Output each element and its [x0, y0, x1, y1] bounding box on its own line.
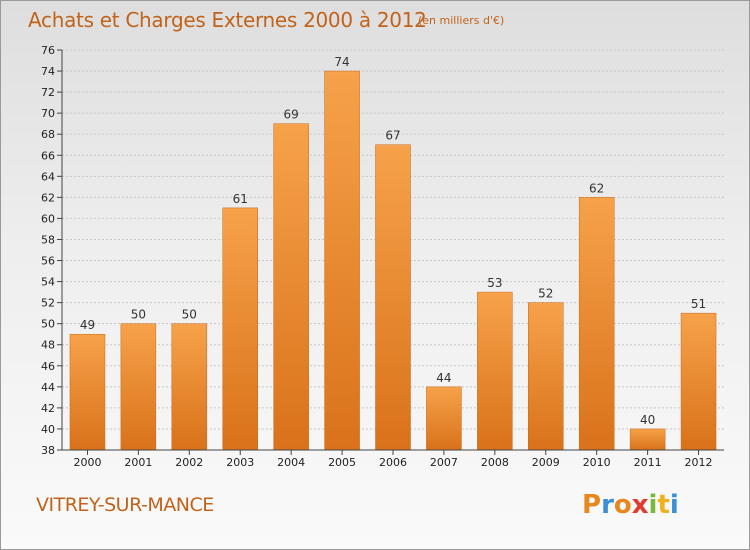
- bar-2000[interactable]: [69, 333, 106, 451]
- logo-letter: t: [657, 490, 670, 520]
- bar-2010[interactable]: [578, 197, 615, 451]
- y-tick-label: 60: [41, 212, 55, 225]
- y-tick-label: 66: [41, 149, 55, 162]
- y-tick-label: 54: [41, 276, 55, 289]
- y-tick-label: 64: [41, 170, 55, 183]
- logo-letter: i: [669, 490, 679, 520]
- y-tick-label: 48: [41, 339, 55, 352]
- x-tick-label-2009: 2009: [532, 456, 560, 469]
- y-tick-label: 42: [41, 402, 55, 415]
- y-tick-label: 56: [41, 255, 55, 268]
- x-tick-label-2012: 2012: [685, 456, 713, 469]
- data-label-2007: 44: [436, 371, 451, 385]
- data-label-2002: 50: [182, 308, 197, 322]
- y-axis: 38 40 42 44 46 48 50 52 54 56 58 60 62 64 66 68 70 72 74 76: [41, 44, 63, 457]
- x-tick-label-2011: 2011: [634, 456, 662, 469]
- bar-2006[interactable]: [375, 144, 411, 451]
- y-tick-label: 40: [41, 423, 55, 436]
- bar-2003[interactable]: [222, 207, 258, 451]
- x-tick-label-2006: 2006: [379, 456, 407, 469]
- data-label-2008: 53: [487, 276, 502, 290]
- y-tick-label: 46: [41, 360, 55, 373]
- x-axis: 2000 2001 2002 2003 2004 2005 2006 2007 2008 2009…: [62, 449, 724, 469]
- data-label-2001: 50: [131, 308, 146, 322]
- data-label-2006: 67: [385, 129, 400, 143]
- bar-2011[interactable]: [629, 428, 666, 451]
- logo-letter: r: [601, 490, 614, 520]
- x-tick-label-2000: 2000: [73, 456, 101, 469]
- x-tick-label-2004: 2004: [277, 456, 305, 469]
- proxiti-logo[interactable]: Proxiti: [582, 490, 679, 520]
- logo-letter: o: [613, 490, 632, 520]
- y-tick-label: 76: [41, 44, 55, 57]
- y-tick-label: 62: [41, 191, 55, 204]
- x-tick-label-2001: 2001: [124, 456, 152, 469]
- data-label-2011: 40: [640, 413, 655, 427]
- bars: 49 50 50 61 69 74 67 44 53 52 62 40 51: [69, 55, 717, 451]
- bar-2004[interactable]: [273, 123, 309, 451]
- y-tick-label: 52: [41, 297, 55, 310]
- y-tick-label: 38: [41, 444, 55, 457]
- data-label-2010: 62: [589, 181, 604, 195]
- y-tick-label: 50: [41, 318, 55, 331]
- x-tick-label-2002: 2002: [175, 456, 203, 469]
- bar-2002[interactable]: [171, 323, 208, 451]
- bar-2007[interactable]: [426, 386, 462, 451]
- y-tick-label: 74: [41, 65, 55, 78]
- data-label-2005: 74: [334, 55, 349, 69]
- bar-2009[interactable]: [528, 302, 564, 451]
- logo-letter: x: [631, 490, 649, 520]
- chart-subtitle: (en milliers d'€): [418, 14, 505, 27]
- y-tick-label: 70: [41, 107, 55, 120]
- data-label-2000: 49: [80, 318, 95, 332]
- data-label-2003: 61: [233, 192, 248, 206]
- chart-title: Achats et Charges Externes 2000 à 2012: [28, 8, 427, 32]
- y-tick-label: 44: [41, 381, 55, 394]
- commune-name: VITREY-SUR-MANCE: [36, 494, 214, 516]
- data-label-2009: 52: [538, 287, 553, 301]
- bar-2008[interactable]: [477, 291, 513, 451]
- x-tick-label-2003: 2003: [226, 456, 254, 469]
- x-tick-label-2010: 2010: [583, 456, 611, 469]
- y-tick-label: 68: [41, 128, 55, 141]
- data-label-2012: 51: [691, 297, 706, 311]
- data-label-2004: 69: [284, 108, 299, 122]
- y-tick-label: 58: [41, 233, 55, 246]
- bar-2001[interactable]: [120, 323, 157, 451]
- logo-letter: i: [648, 490, 658, 520]
- bar-2005[interactable]: [324, 70, 360, 451]
- x-tick-label-2008: 2008: [481, 456, 509, 469]
- x-tick-label-2007: 2007: [430, 456, 458, 469]
- logo-letter: P: [582, 490, 602, 520]
- x-tick-label-2005: 2005: [328, 456, 356, 469]
- bar-2012[interactable]: [680, 312, 717, 451]
- y-tick-label: 72: [41, 86, 55, 99]
